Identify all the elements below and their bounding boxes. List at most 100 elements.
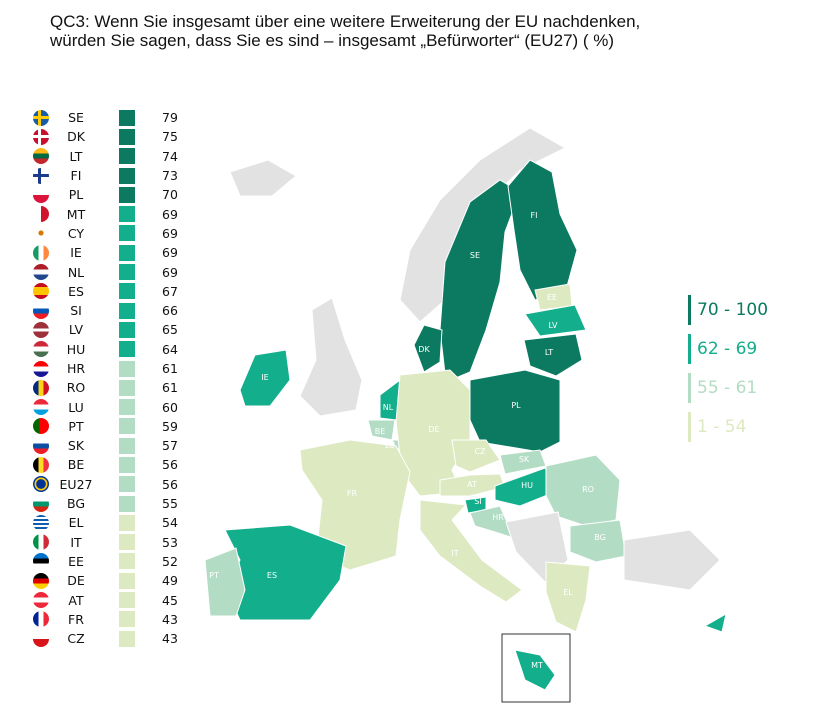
flag-el-icon (33, 514, 49, 531)
country-value: 43 (162, 611, 178, 627)
map-label-lv: LV (548, 321, 558, 330)
map-label-ie: IE (261, 373, 268, 382)
map-label-lt: LT (545, 348, 553, 357)
color-swatch (119, 321, 135, 338)
color-swatch (119, 456, 135, 473)
flag-lv-icon (33, 321, 49, 338)
list-item: DK 75 (33, 127, 186, 146)
legend-item: 55 - 61 (688, 373, 768, 403)
legend-item: 1 - 54 (688, 412, 768, 442)
flag-fr-icon (33, 611, 49, 628)
flag-si-icon (33, 302, 49, 319)
country-code: LT (69, 148, 83, 164)
color-swatch (119, 495, 135, 512)
flag-fi-icon (33, 167, 49, 184)
country-code: LV (68, 322, 84, 338)
list-item: EU27 56 (33, 475, 186, 494)
map-label-nl: NL (383, 403, 394, 412)
list-item: NL 69 (33, 262, 186, 281)
country-value: 49 (162, 573, 178, 589)
country-value: 53 (162, 534, 178, 550)
color-swatch (119, 244, 135, 261)
country-es (224, 524, 347, 621)
map-label-lu: LU (385, 441, 395, 450)
country-code: BE (67, 457, 85, 473)
country-code: DK (67, 129, 85, 145)
country-mt (514, 649, 556, 691)
country-code: SK (67, 438, 85, 454)
country-value: 61 (162, 380, 178, 396)
country-cy (703, 613, 727, 633)
country-value: 69 (162, 225, 178, 241)
map-label-pt: PT (209, 571, 219, 580)
country-uk (299, 297, 363, 417)
country-value: 59 (162, 418, 178, 434)
list-item: PL 70 (33, 185, 186, 204)
country-value-list: SE 79 DK 75 LT 74 FI 73 PL 70 MT 69 CY 6… (33, 108, 186, 648)
country-pt (204, 547, 246, 617)
list-item: DE 49 (33, 571, 186, 590)
country-code: ES (68, 283, 84, 299)
country-value: 43 (162, 631, 178, 647)
map-label-ee: EE (547, 293, 557, 302)
map-label-at: AT (467, 480, 477, 489)
list-item: MT 69 (33, 204, 186, 223)
country-code: IE (70, 245, 82, 261)
map-label-se: SE (470, 251, 480, 260)
flag-cy-icon (33, 225, 49, 242)
flag-se-icon (33, 109, 49, 126)
list-item: ES 67 (33, 282, 186, 301)
list-item: HR 61 (33, 359, 186, 378)
color-swatch (119, 399, 135, 416)
country-cz (451, 439, 501, 473)
color-swatch (119, 630, 135, 647)
country-it (419, 499, 523, 603)
country-code: HU (66, 341, 86, 357)
flag-lt-icon (33, 148, 49, 165)
map-label-cy: CY (695, 623, 705, 632)
map-label-es: ES (267, 571, 277, 580)
country-bg (569, 519, 627, 563)
color-swatch (119, 186, 135, 203)
map-label-dk: DK (418, 345, 430, 354)
country-pl (469, 369, 561, 453)
country-code: SI (70, 303, 82, 319)
country-code: SE (68, 110, 84, 126)
color-swatch (119, 611, 135, 628)
color-swatch (119, 476, 135, 493)
list-item: HU 64 (33, 340, 186, 359)
list-item: EE 52 (33, 552, 186, 571)
country-value: 64 (162, 341, 178, 357)
list-item: BE 56 (33, 455, 186, 474)
country-value: 61 (162, 361, 178, 376)
flag-it-icon (33, 534, 49, 551)
flag-es-icon (33, 283, 49, 300)
list-item: CY 69 (33, 224, 186, 243)
country-value: 74 (162, 148, 178, 164)
map-label-de: DE (428, 425, 439, 434)
color-swatch (119, 341, 135, 358)
country-value: 55 (162, 496, 178, 512)
map-label-fr: FR (347, 489, 358, 498)
country-value: 69 (162, 206, 178, 222)
country-value: 67 (162, 283, 178, 299)
list-item: CZ 43 (33, 629, 186, 648)
country-code: CY (67, 225, 85, 241)
country-value: 69 (162, 245, 178, 261)
list-item: IE 69 (33, 243, 186, 262)
list-item: FI 73 (33, 166, 186, 185)
map-legend: 70 - 100 62 - 69 55 - 61 1 - 54 (688, 295, 768, 451)
country-value: 66 (162, 303, 178, 319)
country-code: BG (66, 496, 86, 512)
flag-sk-icon (33, 437, 49, 454)
country-code: CZ (67, 631, 85, 647)
color-swatch (119, 553, 135, 570)
list-item: EL 54 (33, 513, 186, 532)
flag-pt-icon (33, 418, 49, 435)
color-swatch (119, 128, 135, 145)
country-se (439, 179, 521, 383)
list-item: RO 61 (33, 378, 186, 397)
country-value: 52 (162, 553, 178, 569)
country-lt (523, 333, 583, 377)
